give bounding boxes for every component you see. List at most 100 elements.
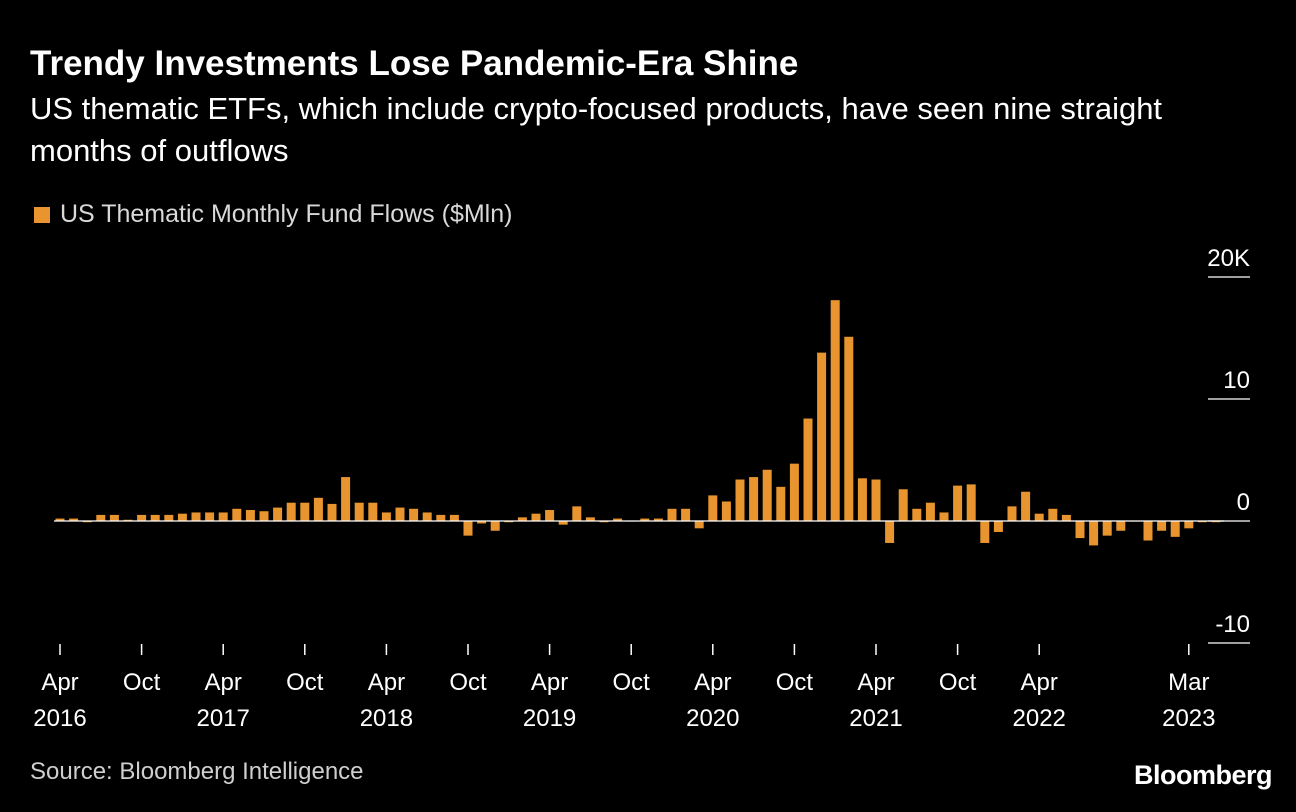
bar (749, 477, 759, 521)
x-tick-label: Oct (286, 669, 324, 696)
bar (803, 418, 813, 521)
x-tick-label: Apr (531, 669, 568, 696)
bar (558, 521, 568, 525)
bar (871, 479, 881, 521)
bar (109, 514, 119, 521)
chart-title: Trendy Investments Lose Pandemic-Era Shi… (30, 44, 799, 83)
bar (1197, 521, 1207, 523)
bar (980, 521, 990, 543)
bar (531, 513, 541, 521)
bar (381, 512, 391, 521)
bar (490, 521, 500, 531)
bar (830, 300, 840, 521)
bar (341, 477, 351, 521)
bar (177, 513, 187, 521)
x-tick-label: Apr (1021, 669, 1058, 696)
bar (436, 514, 446, 521)
bar (1102, 521, 1112, 536)
bar (1089, 521, 1099, 546)
bar (613, 518, 623, 521)
bar (721, 501, 731, 521)
y-tick-label: -10 (1215, 611, 1250, 638)
bar (245, 510, 255, 521)
x-tick-label: Oct (123, 669, 161, 696)
bar (300, 502, 310, 521)
x-tick-label: Apr (368, 669, 405, 696)
bar (218, 512, 228, 521)
bar (885, 521, 895, 543)
bar (422, 512, 432, 521)
bar (1211, 521, 1221, 523)
y-tick-label: 0 (1237, 489, 1250, 516)
bar (844, 336, 854, 521)
source-note: Source: Bloomberg Intelligence (30, 758, 364, 785)
x-tick-year-label: 2022 (1013, 705, 1066, 732)
bar (504, 521, 514, 523)
bar (925, 502, 935, 521)
x-tick-year-label: 2016 (33, 705, 86, 732)
bar (82, 521, 92, 523)
bar (953, 485, 963, 521)
x-tick-year-label: 2020 (686, 705, 739, 732)
bar (681, 508, 691, 521)
bar (1075, 521, 1085, 539)
bar (762, 469, 772, 521)
bar (585, 517, 595, 521)
bar (354, 502, 364, 521)
legend-label: US Thematic Monthly Fund Flows ($Mln) (60, 200, 513, 228)
bar (463, 521, 473, 536)
bar (395, 507, 405, 521)
bar (640, 518, 650, 521)
bar (327, 503, 337, 521)
bar (735, 479, 745, 521)
y-tick-label: 10 (1223, 367, 1250, 394)
bar (898, 489, 908, 521)
legend: US Thematic Monthly Fund Flows ($Mln) (34, 200, 512, 229)
bar (572, 506, 582, 521)
x-tick-label: Apr (41, 669, 78, 696)
x-tick-year-label: 2019 (523, 705, 576, 732)
bar (1048, 508, 1058, 521)
x-tick-label: Oct (776, 669, 814, 696)
x-tick-year-label: 2023 (1162, 705, 1215, 732)
bar (694, 521, 704, 529)
bar (1116, 521, 1126, 531)
x-tick-label: Mar (1168, 669, 1209, 696)
bar (96, 514, 106, 521)
bar (517, 517, 527, 521)
bar (1034, 513, 1044, 521)
bar (55, 518, 65, 521)
bar (273, 507, 283, 521)
bar (150, 514, 160, 521)
bar (939, 512, 949, 521)
bar (123, 519, 133, 521)
bar (966, 484, 976, 521)
bar (1021, 491, 1031, 521)
bar (1170, 521, 1180, 537)
bar (205, 512, 215, 521)
bar (137, 514, 147, 521)
bar (817, 352, 827, 521)
bar (313, 497, 323, 521)
chart-subtitle: US thematic ETFs, which include crypto-f… (30, 91, 1163, 168)
bar (191, 512, 201, 521)
bar (69, 518, 79, 521)
bar (1007, 506, 1017, 521)
bloomberg-logo: Bloomberg (1133, 760, 1273, 790)
bar (545, 510, 555, 521)
y-tick-label: 20K (1207, 245, 1250, 272)
x-tick-label: Oct (449, 669, 487, 696)
bar (653, 518, 663, 521)
x-tick-label: Apr (694, 669, 731, 696)
x-tick-year-label: 2018 (360, 705, 413, 732)
bar (993, 521, 1003, 532)
bar (667, 508, 677, 521)
x-tick-label: Apr (857, 669, 894, 696)
bar (259, 511, 269, 521)
bar (599, 521, 609, 523)
x-tick-year-label: 2017 (197, 705, 250, 732)
bar (857, 478, 867, 521)
x-tick-label: Oct (613, 669, 651, 696)
bar (232, 508, 242, 521)
